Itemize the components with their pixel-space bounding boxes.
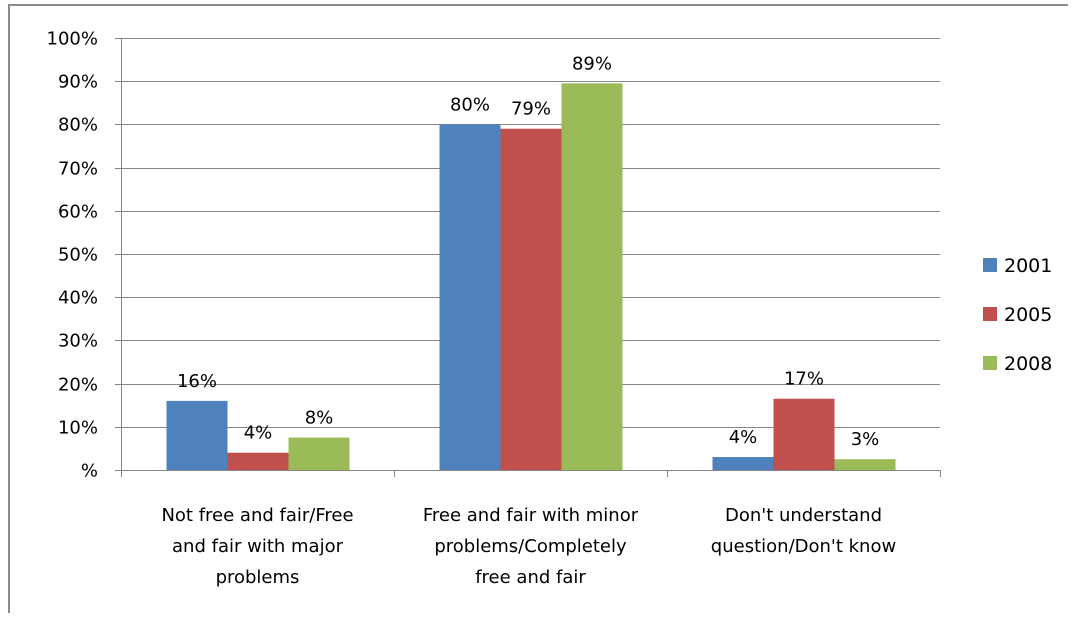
y-tick-label: 60%: [58, 202, 98, 223]
y-tick-label: 90%: [58, 72, 98, 93]
data-label: 79%: [511, 99, 551, 120]
x-category-label: problems: [216, 567, 300, 588]
bar-2001: [166, 400, 228, 470]
data-labels: 16% 4% 8% 80% 79% 89% 4% 17% 3%: [177, 53, 879, 450]
x-category-label: Not free and fair/Free: [161, 505, 353, 526]
data-label: 8%: [305, 408, 334, 429]
y-tick-label: 80%: [58, 115, 98, 136]
data-label: 80%: [450, 94, 490, 115]
y-tick-label: 50%: [58, 245, 98, 266]
chart-frame: [8, 4, 1068, 613]
legend-swatch-2008: [983, 356, 997, 370]
y-tick-label: 70%: [58, 159, 98, 180]
y-tick-label: 30%: [58, 331, 98, 352]
x-category-label: Free and fair with minor: [423, 505, 639, 526]
x-category-label: and fair with major: [172, 536, 344, 557]
bar-2008: [834, 459, 896, 470]
legend-label: 2001: [1004, 255, 1052, 277]
y-tick-label: 40%: [58, 288, 98, 309]
x-category-labels: Not free and fair/Free and fair with majo…: [161, 505, 896, 588]
bars: [166, 83, 896, 471]
legend-label: 2008: [1004, 353, 1052, 375]
legend-swatch-2005: [983, 307, 997, 321]
x-category-label: question/Don't know: [711, 536, 896, 557]
axes: [115, 38, 941, 477]
bar-2001: [712, 457, 774, 470]
bar-2008: [288, 437, 350, 470]
x-category-label: free and fair: [475, 567, 586, 588]
data-label: 4%: [729, 427, 758, 448]
data-label: 4%: [244, 423, 273, 444]
bar-2005: [773, 398, 835, 470]
x-category-label: problems/Completely: [434, 536, 627, 557]
bar-2001: [439, 124, 501, 471]
y-tick-label: 100%: [47, 29, 98, 50]
y-tick-label: 10%: [58, 418, 98, 439]
legend-swatch-2001: [983, 258, 997, 272]
data-label: 3%: [851, 429, 880, 450]
legend-label: 2005: [1004, 304, 1052, 326]
data-label: 17%: [784, 369, 824, 390]
y-tick-label: 20%: [58, 375, 98, 396]
bar-2008: [561, 83, 623, 471]
x-category-label: Don't understand: [725, 505, 882, 526]
data-label: 16%: [177, 371, 217, 392]
legend: 2001 2005 2008: [983, 255, 1052, 375]
bar-2005: [500, 128, 562, 470]
data-label: 89%: [572, 53, 612, 74]
bar-2005: [227, 452, 289, 470]
y-tick-label: %: [81, 461, 98, 482]
y-tick-labels: % 10% 20% 30% 40% 50% 60% 70% 80% 90% 100%: [47, 29, 98, 482]
